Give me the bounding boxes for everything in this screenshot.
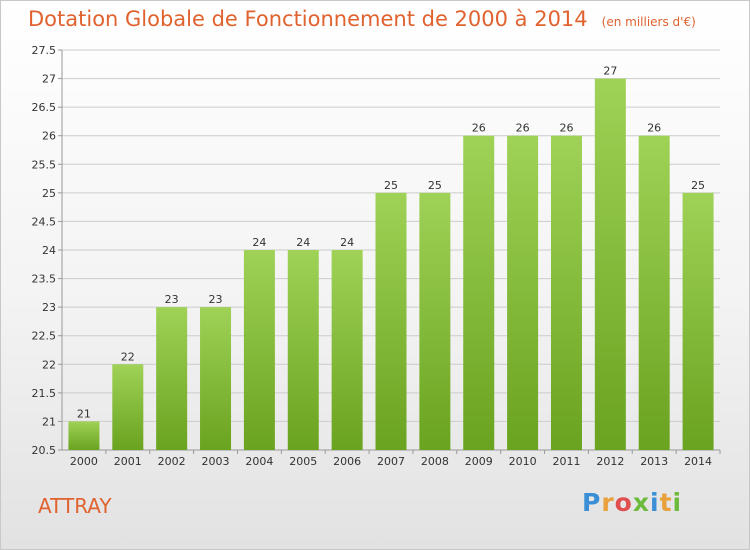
x-tick-label: 2002 [158,455,186,468]
bar [463,135,495,450]
x-tick-label: 2013 [640,455,668,468]
bar [68,421,100,450]
x-tick-label: 2001 [114,455,142,468]
x-tick-label: 2011 [552,455,580,468]
bar [682,192,714,450]
data-label: 24 [296,236,310,249]
data-label: 22 [121,350,135,363]
chart-title-text: Dotation Globale de Fonctionnement de 20… [28,7,588,31]
logo-letter: i [672,488,683,517]
logo-letter: P [582,488,602,517]
bar [156,307,188,450]
y-tick-label: 26.5 [32,101,57,114]
y-tick-label: 25.5 [32,158,57,171]
place-name: ATTRAY [38,494,112,518]
data-label: 25 [691,179,705,192]
y-tick-label: 21.5 [32,387,57,400]
bar [287,250,319,450]
chart-title: Dotation Globale de Fonctionnement de 20… [28,7,696,31]
y-tick-label: 24.5 [32,215,57,228]
bar [331,250,363,450]
logo-letter: i [650,488,660,517]
data-label: 26 [647,122,661,135]
data-label: 26 [516,122,530,135]
y-tick-label: 23 [42,301,56,314]
data-label: 24 [252,236,266,249]
bar [243,250,275,450]
y-tick-label: 21 [42,415,56,428]
data-label: 24 [340,236,354,249]
y-tick-label: 22 [42,358,56,371]
x-tick-label: 2008 [421,455,449,468]
logo-letter: o [614,488,633,517]
x-tick-label: 2006 [333,455,361,468]
x-tick-label: 2009 [465,455,493,468]
chart-subtitle: (en milliers d'€) [601,15,696,29]
y-tick-label: 24 [42,244,56,257]
y-tick-label: 25 [42,187,56,200]
logo-letter: x [632,488,650,517]
data-label: 21 [77,407,91,420]
data-label: 27 [603,65,617,78]
x-tick-label: 2014 [684,455,712,468]
data-label: 25 [428,179,442,192]
y-tick-label: 20.5 [32,444,57,457]
x-tick-label: 2010 [509,455,537,468]
proxiti-logo: Proxiti [582,488,682,517]
bar [550,135,582,450]
data-label: 23 [209,293,223,306]
y-tick-label: 27.5 [32,44,57,57]
bar [200,307,232,450]
y-tick-label: 27 [42,73,56,86]
bar [375,192,407,450]
data-label: 23 [165,293,179,306]
bar [638,135,670,450]
logo-letter: r [601,488,615,517]
x-tick-label: 2012 [596,455,624,468]
data-label: 26 [472,122,486,135]
x-tick-label: 2007 [377,455,405,468]
x-tick-label: 2000 [70,455,98,468]
bar [419,192,451,450]
y-tick-label: 23.5 [32,273,57,286]
y-tick-label: 26 [42,130,56,143]
bar [507,135,539,450]
bar [594,78,626,451]
x-tick-label: 2005 [289,455,317,468]
data-label: 26 [559,122,573,135]
x-tick-label: 2004 [245,455,273,468]
logo-letter: t [659,488,673,517]
y-tick-label: 22.5 [32,330,57,343]
data-label: 25 [384,179,398,192]
x-tick-label: 2003 [202,455,230,468]
bar [112,364,144,450]
